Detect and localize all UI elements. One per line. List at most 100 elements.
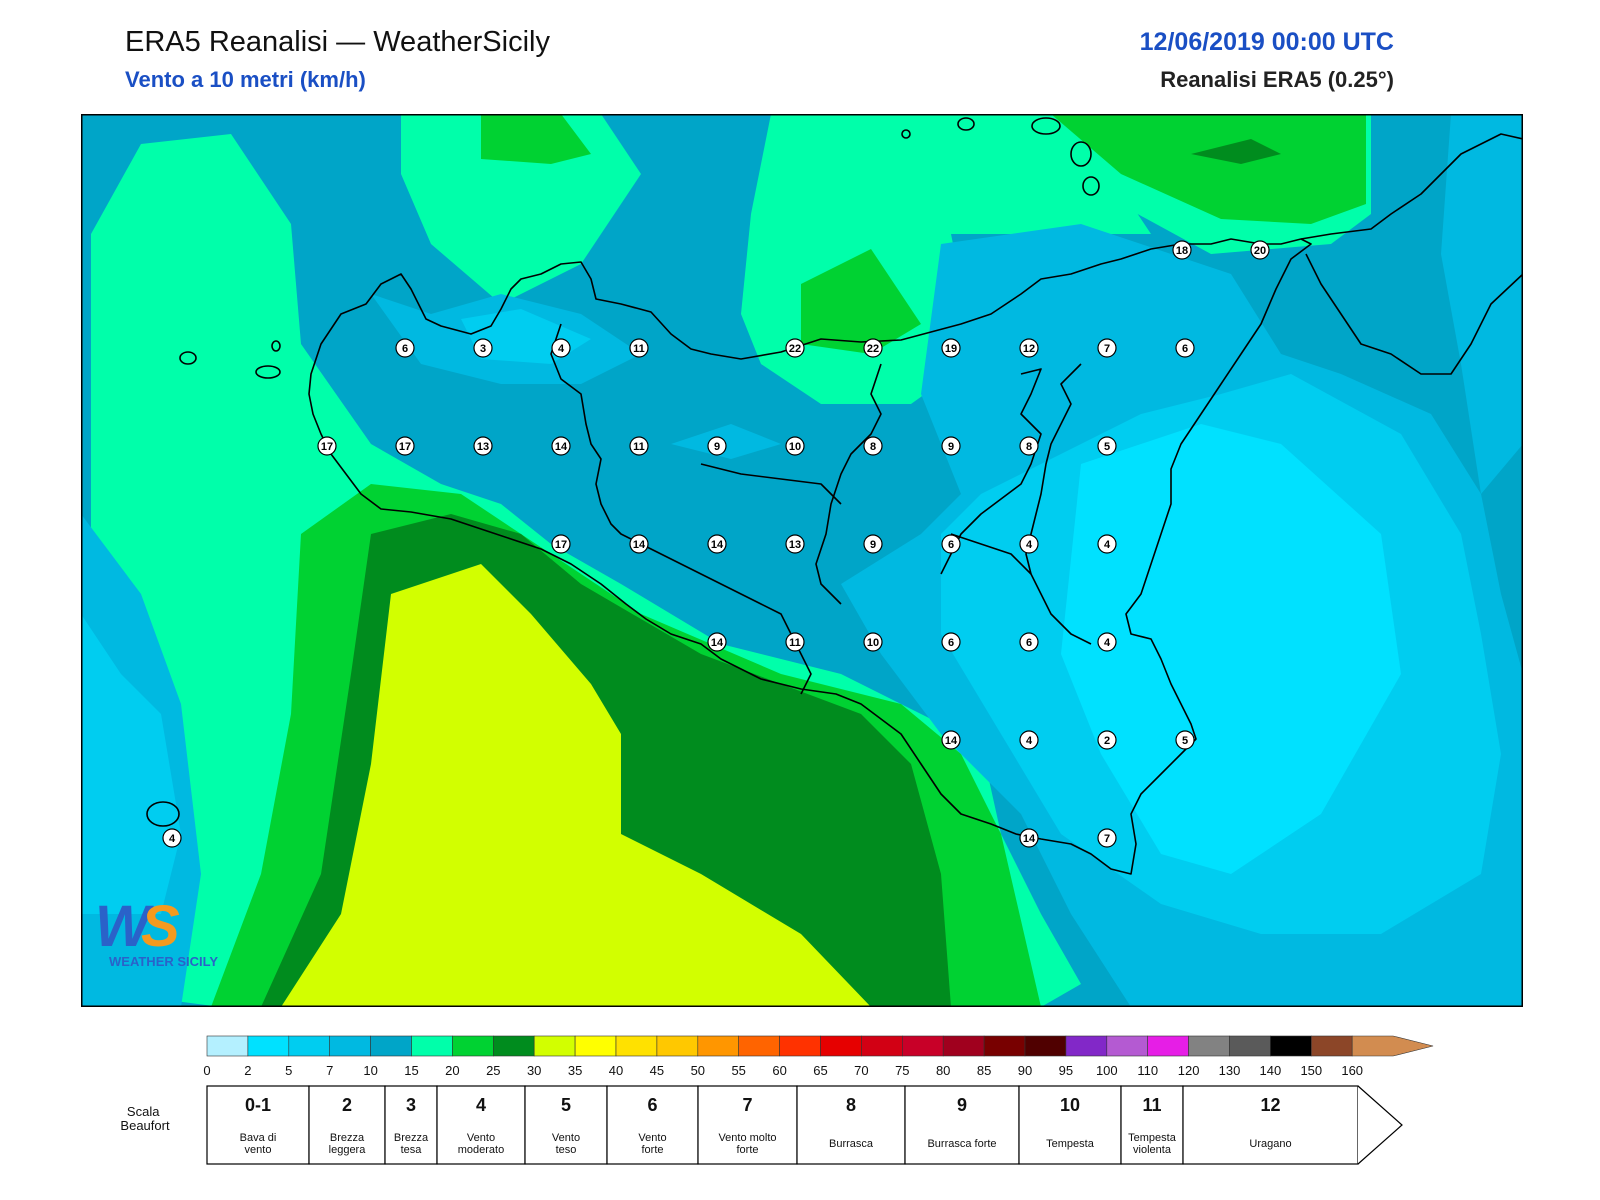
wind-station: 7 [1097, 828, 1117, 848]
colorbar-tick: 90 [1018, 1063, 1032, 1078]
colorbar-tick: 7 [326, 1063, 333, 1078]
colorbar-swatch [1270, 1035, 1312, 1057]
station-value: 6 [402, 343, 408, 355]
wind-station: 11 [785, 632, 805, 652]
beaufort-scale: 0-1 Bava di vento 2 Brezza leggera 3 Brezza tesa… [206, 1085, 1403, 1165]
wind-station: 8 [863, 436, 883, 456]
colorbar-tick: 160 [1341, 1063, 1363, 1078]
station-value: 8 [870, 441, 876, 453]
station-value: 13 [477, 441, 489, 453]
station-value: 14 [633, 539, 646, 551]
station-value: 17 [321, 441, 333, 453]
source-label: Reanalisi ERA5 (0.25°) [1160, 67, 1394, 92]
colorbar-tick: 2 [244, 1063, 251, 1078]
colorbar-swatch [452, 1035, 494, 1057]
datetime-label: 12/06/2019 00:00 UTC [1139, 28, 1394, 56]
map-title: ERA5 Reanalisi — WeatherSicily [125, 26, 550, 58]
wind-station: 5 [1175, 730, 1195, 750]
beaufort-class: 2 Brezza leggera [308, 1085, 386, 1165]
station-value: 12 [1023, 343, 1035, 355]
colorbar-swatch [779, 1035, 821, 1057]
beaufort-number: 8 [846, 1095, 856, 1115]
beaufort-class: 3 Brezza tesa [384, 1085, 438, 1165]
beaufort-description: Brezza leggera [329, 1132, 367, 1156]
wind-station: 20 [1250, 240, 1270, 260]
wind-station: 4 [1097, 632, 1117, 652]
wind-station: 13 [473, 436, 493, 456]
colorbar-swatch [1311, 1035, 1353, 1057]
colorbar-tick: 20 [445, 1063, 459, 1078]
colorbar-swatch [1188, 1035, 1230, 1057]
station-marker [1019, 730, 1039, 750]
beaufort-arrow [1357, 1085, 1403, 1165]
station-value: 11 [633, 343, 645, 355]
colorbar-swatch [615, 1035, 658, 1057]
colorbar-swatch [942, 1035, 985, 1057]
station-marker [785, 632, 805, 652]
colorbar-swatch [656, 1035, 699, 1057]
station-marker [395, 436, 415, 456]
station-marker [941, 534, 961, 554]
beaufort-description: Brezza tesa [394, 1132, 429, 1156]
station-value: 4 [558, 343, 565, 355]
station-marker [941, 730, 961, 750]
beaufort-number: 4 [476, 1095, 486, 1115]
wind-station: 14 [941, 730, 961, 750]
wind-station: 7 [1097, 338, 1117, 358]
colorbar-tick: 35 [568, 1063, 582, 1078]
colorbar-ticks: 0 2 5 7 10 15 20 25 30 35 40 45 50 55 60 65 70 75 80 85 90 95… [203, 1063, 1363, 1078]
station-marker [1019, 338, 1039, 358]
station-value: 5 [1182, 735, 1188, 747]
station-marker [941, 436, 961, 456]
colorbar-swatch [1065, 1035, 1108, 1057]
colorbar-swatch [370, 1035, 412, 1057]
wind-station: 14 [707, 632, 727, 652]
station-value: 4 [169, 833, 176, 845]
wind-station: 10 [863, 632, 883, 652]
colorbar-swatch [574, 1035, 617, 1057]
wind-station: 13 [785, 534, 805, 554]
colorbar [206, 1035, 1434, 1057]
wind-station: 5 [1097, 436, 1117, 456]
colorbar-swatch [1106, 1035, 1149, 1057]
station-value: 4 [1104, 539, 1111, 551]
wind-station: 6 [1019, 632, 1039, 652]
station-marker [629, 338, 649, 358]
beaufort-number: 10 [1060, 1095, 1080, 1115]
colorbar-tick: 5 [285, 1063, 292, 1078]
beaufort-class: 4 Vento moderato [436, 1085, 526, 1165]
wind-station: 17 [395, 436, 415, 456]
station-marker [1175, 730, 1195, 750]
wind-station: 22 [863, 338, 883, 358]
station-value: 11 [789, 637, 801, 649]
station-marker [1097, 534, 1117, 554]
map-subtitle: Vento a 10 metri (km/h) [125, 67, 366, 92]
colorbar-swatch [697, 1035, 739, 1057]
station-marker [551, 338, 571, 358]
colorbar-tick: 60 [772, 1063, 786, 1078]
beaufort-description: Vento molto forte [718, 1132, 776, 1156]
station-value: 2 [1104, 735, 1110, 747]
colorbar-tick: 65 [813, 1063, 827, 1078]
station-marker [863, 338, 883, 358]
colorbar-swatch [533, 1035, 576, 1057]
station-value: 4 [1104, 637, 1111, 649]
station-value: 5 [1104, 441, 1110, 453]
colorbar-tick: 15 [404, 1063, 418, 1078]
beaufort-number: 3 [406, 1095, 416, 1115]
station-value: 4 [1026, 735, 1033, 747]
wind-station: 19 [941, 338, 961, 358]
beaufort-class: 8 Burrasca [796, 1085, 906, 1165]
wind-station: 14 [707, 534, 727, 554]
colorbar-tick: 110 [1137, 1063, 1158, 1078]
colorbar-tick: 140 [1260, 1063, 1282, 1078]
station-value: 6 [948, 637, 954, 649]
station-value: 17 [555, 539, 567, 551]
beaufort-class: 5 Vento teso [524, 1085, 608, 1165]
wind-station: 4 [1019, 730, 1039, 750]
legend: 0 2 5 7 10 15 20 25 30 35 40 45 50 55 60 65 70 75 80 85 90 95… [120, 1035, 1434, 1165]
colorbar-swatch [1229, 1035, 1271, 1057]
beaufort-label: Scala Beaufort [120, 1104, 170, 1133]
colorbar-swatch [1147, 1035, 1189, 1057]
station-marker [1097, 632, 1117, 652]
